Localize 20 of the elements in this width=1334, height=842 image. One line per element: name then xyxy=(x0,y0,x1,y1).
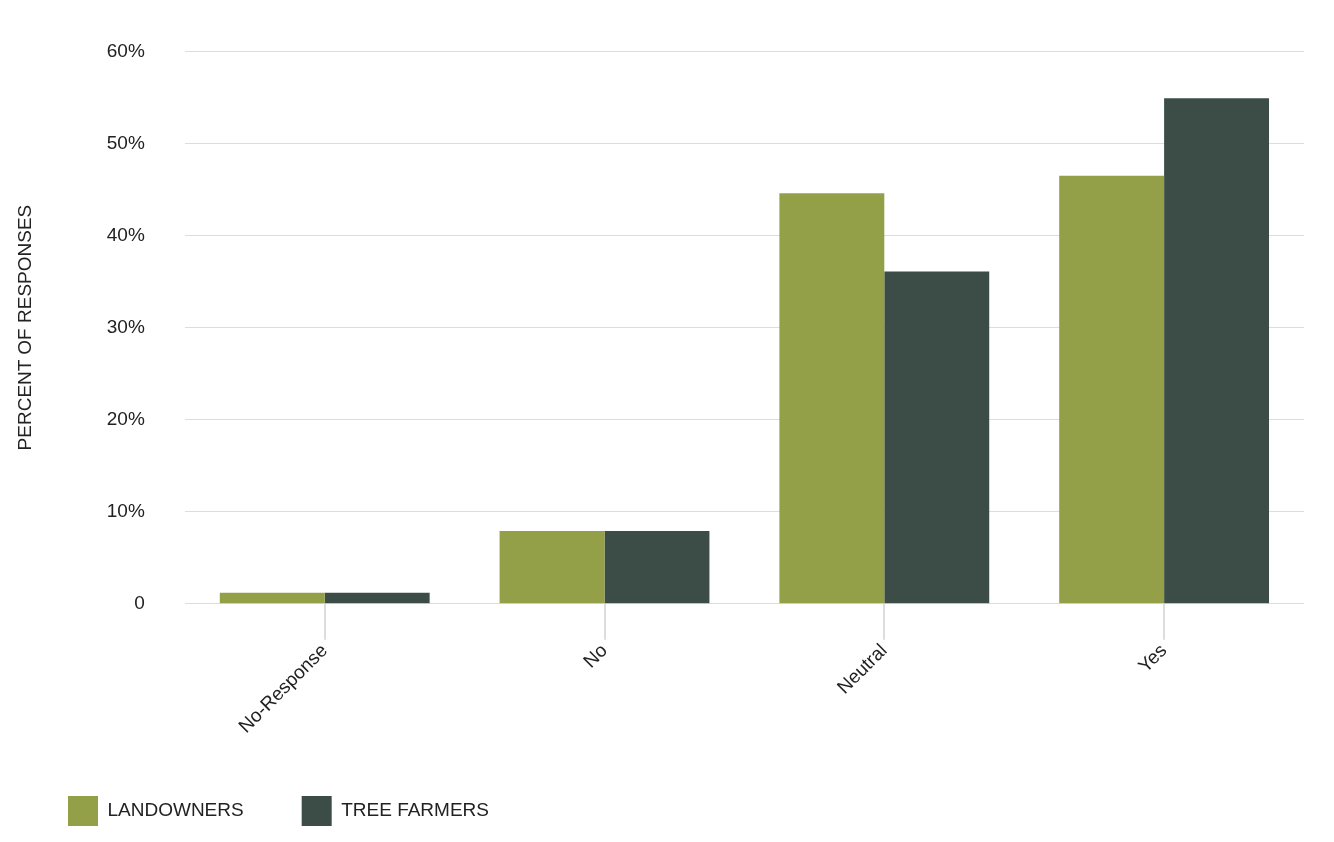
y-tick-label: 20% xyxy=(106,407,145,429)
bar xyxy=(324,592,430,604)
y-tick-label: 10% xyxy=(106,499,145,521)
x-tick-label: No xyxy=(579,639,612,672)
bar xyxy=(884,271,990,604)
legend-label: LANDOWNERS xyxy=(107,799,244,821)
x-tick-label: Yes xyxy=(1133,639,1171,677)
bar xyxy=(499,531,605,604)
bar xyxy=(1059,175,1165,604)
bar xyxy=(219,592,325,604)
legend-label: TREE FARMERS xyxy=(341,799,489,821)
y-tick-label: 30% xyxy=(106,315,145,337)
y-tick-label: 40% xyxy=(106,223,145,245)
bar xyxy=(604,531,710,604)
y-axis-title: PERCENT OF RESPONSES xyxy=(13,204,35,451)
bar xyxy=(1164,98,1270,604)
y-tick-label: 60% xyxy=(106,39,145,61)
y-tick-label: 0 xyxy=(134,591,145,613)
y-tick-label: 50% xyxy=(106,131,145,153)
bar xyxy=(779,193,885,604)
